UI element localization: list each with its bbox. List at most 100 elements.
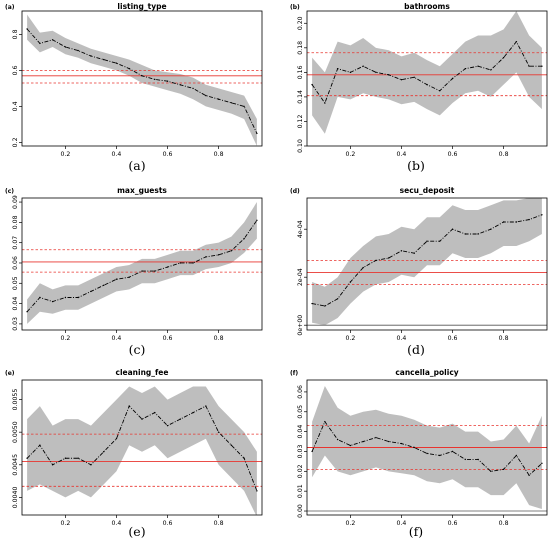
data-point xyxy=(217,431,220,433)
y-tick-label: 0.14 xyxy=(297,90,304,104)
data-point xyxy=(490,470,492,473)
plot-area xyxy=(307,198,547,326)
x-tick-label: 0.2 xyxy=(345,335,355,342)
data-point xyxy=(256,490,258,492)
confidence-band xyxy=(27,202,257,324)
plot-area xyxy=(307,385,547,512)
data-point xyxy=(362,65,364,67)
x-tick-label: 0.8 xyxy=(214,151,224,158)
plot-frame xyxy=(21,197,263,331)
y-tick-label: 0.09 xyxy=(12,195,19,209)
data-point xyxy=(243,105,245,108)
data-point xyxy=(103,284,105,287)
data-point xyxy=(541,65,543,67)
data-point xyxy=(243,457,245,459)
panel-caption: (a) xyxy=(128,158,145,173)
data-point xyxy=(349,71,352,74)
y-tick-label: 4e-04 xyxy=(297,220,304,238)
x-tick-label: 0.4 xyxy=(112,335,122,342)
data-point xyxy=(39,42,41,45)
data-point xyxy=(349,444,352,447)
data-point xyxy=(388,74,390,76)
y-tick-label: 0.4 xyxy=(12,101,19,111)
data-point xyxy=(464,233,466,235)
y-tick-label: 0.0040 xyxy=(12,487,19,509)
data-point xyxy=(528,474,530,476)
data-point xyxy=(336,438,339,441)
y-tick-label: 0.03 xyxy=(297,445,304,459)
plot-frame xyxy=(21,10,263,147)
data-point xyxy=(64,46,67,48)
data-point xyxy=(311,302,313,305)
data-point xyxy=(179,418,181,420)
data-point xyxy=(439,240,441,242)
x-tick-label: 0.8 xyxy=(499,151,509,158)
data-point xyxy=(90,464,92,466)
data-point xyxy=(166,424,169,427)
y-tick-label: 0.05 xyxy=(297,405,304,419)
data-point xyxy=(115,62,118,64)
confidence-band xyxy=(27,386,257,515)
data-point xyxy=(528,65,530,67)
data-point xyxy=(141,75,143,77)
x-tick-label: 0.6 xyxy=(448,335,458,342)
data-point xyxy=(103,451,105,453)
y-tick-label: 0.08 xyxy=(12,215,19,229)
panel-b: 0.2 0.4 0.6 0.8 0.10 0.12 0.14 0.16 0.18 0.20 bath… xyxy=(290,2,548,173)
data-point xyxy=(51,300,54,303)
data-point xyxy=(349,281,352,283)
panel-corner-label: (d) xyxy=(290,188,300,195)
data-point xyxy=(179,262,181,264)
plot-area xyxy=(22,14,262,146)
plot-frame xyxy=(306,379,548,516)
data-point xyxy=(502,221,505,223)
data-point xyxy=(26,311,28,313)
data-point xyxy=(362,440,364,443)
x-tick-label: 0.6 xyxy=(448,151,458,158)
data-point xyxy=(192,87,194,90)
x-tick-label: 0.4 xyxy=(397,151,407,158)
plot-frame xyxy=(21,379,263,516)
data-point xyxy=(64,457,67,459)
y-tick-label: 0.06 xyxy=(12,256,19,270)
data-point xyxy=(192,411,194,414)
data-point xyxy=(115,278,118,280)
data-point xyxy=(217,254,220,256)
data-point xyxy=(502,56,505,59)
panel-title: secu_deposit xyxy=(400,186,455,195)
panel-corner-label: (c) xyxy=(5,188,14,195)
y-tick-label: 0.18 xyxy=(297,41,304,55)
data-point xyxy=(77,296,79,299)
data-point xyxy=(413,76,415,78)
y-tick-label: 0.01 xyxy=(297,484,304,498)
data-point xyxy=(115,437,118,440)
y-tick-label: 0.0045 xyxy=(12,454,19,476)
data-point xyxy=(528,218,530,221)
panel-title: cancella_policy xyxy=(395,368,458,377)
data-point xyxy=(477,233,479,235)
data-point xyxy=(51,39,54,41)
y-tick-label: 0.8 xyxy=(12,29,19,39)
data-point xyxy=(64,296,67,299)
data-point xyxy=(515,40,518,43)
y-tick-label: 0.20 xyxy=(297,16,304,30)
plot-area xyxy=(307,11,547,134)
data-point xyxy=(502,468,505,471)
panel-c: 0.2 0.4 0.6 0.8 0.03 0.04 0.05 0.06 0.07 0.08 0.09… xyxy=(5,186,263,357)
x-tick-label: 0.2 xyxy=(345,520,355,527)
data-point xyxy=(39,444,41,446)
data-point xyxy=(388,257,390,259)
data-point xyxy=(464,67,466,70)
data-point xyxy=(541,214,543,216)
y-tick-label: 2e-04 xyxy=(297,268,304,286)
x-tick-label: 0.4 xyxy=(112,151,122,158)
data-point xyxy=(154,411,156,414)
data-point xyxy=(490,69,492,71)
x-tick-label: 0.6 xyxy=(163,335,173,342)
data-point xyxy=(128,276,130,278)
data-point xyxy=(324,420,326,423)
data-point xyxy=(243,237,245,240)
y-tick-label: 0.04 xyxy=(297,425,304,439)
data-point xyxy=(141,270,143,272)
x-tick-label: 0.6 xyxy=(448,520,458,527)
